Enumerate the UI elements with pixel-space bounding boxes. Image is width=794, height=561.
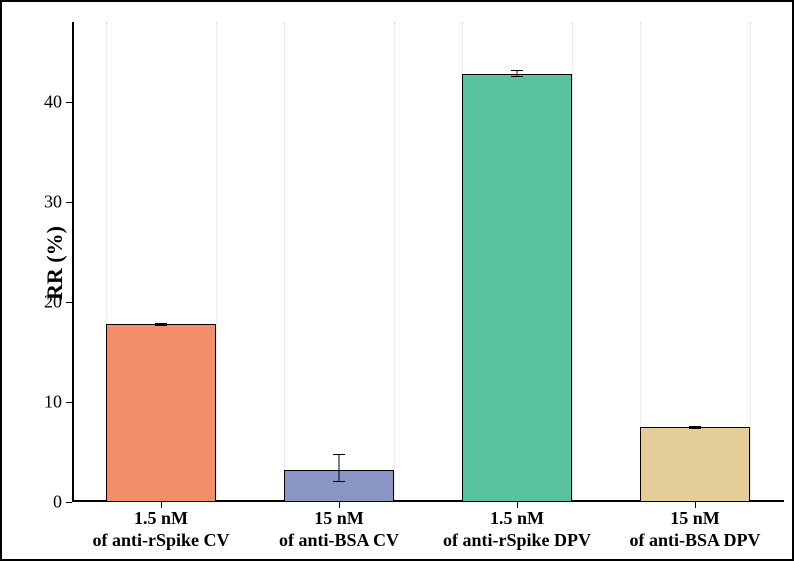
chart-frame: RR (%) 0102030401.5 nMof anti-rSpike CV1… xyxy=(0,0,794,561)
grid-line xyxy=(284,22,285,502)
y-tick xyxy=(66,502,72,503)
x-label-line1: 15 nM xyxy=(250,508,428,530)
x-label-line1: 1.5 nM xyxy=(428,508,606,530)
plot-area: RR (%) 0102030401.5 nMof anti-rSpike CV1… xyxy=(72,22,784,502)
x-label-line2: of anti-rSpike DPV xyxy=(428,530,606,552)
y-tick xyxy=(66,202,72,203)
x-tick-label: 1.5 nMof anti-rSpike CV xyxy=(72,508,250,551)
x-label-line2: of anti-BSA CV xyxy=(250,530,428,552)
grid-line xyxy=(216,22,217,502)
y-tick-label: 40 xyxy=(44,92,62,113)
x-label-line2: of anti-BSA DPV xyxy=(606,530,784,552)
y-tick-label: 0 xyxy=(53,492,62,513)
grid-line xyxy=(394,22,395,502)
x-tick-label: 15 nMof anti-BSA DPV xyxy=(606,508,784,551)
y-axis-line xyxy=(72,22,74,502)
bar xyxy=(640,427,750,502)
error-bar xyxy=(689,426,701,429)
y-tick xyxy=(66,302,72,303)
y-axis-title: RR (%) xyxy=(42,226,68,300)
x-label-line1: 15 nM xyxy=(606,508,784,530)
y-tick xyxy=(66,402,72,403)
y-tick-label: 10 xyxy=(44,392,62,413)
grid-line xyxy=(750,22,751,502)
x-label-line1: 1.5 nM xyxy=(72,508,250,530)
y-tick-label: 20 xyxy=(44,292,62,313)
x-tick-label: 1.5 nMof anti-rSpike DPV xyxy=(428,508,606,551)
bar xyxy=(462,74,572,502)
error-bar xyxy=(155,323,167,326)
error-bar xyxy=(333,454,345,482)
y-tick-label: 30 xyxy=(44,192,62,213)
y-tick xyxy=(66,102,72,103)
bar xyxy=(106,324,216,502)
x-tick-label: 15 nMof anti-BSA CV xyxy=(250,508,428,551)
grid-line xyxy=(572,22,573,502)
error-bar xyxy=(511,70,523,77)
x-label-line2: of anti-rSpike CV xyxy=(72,530,250,552)
